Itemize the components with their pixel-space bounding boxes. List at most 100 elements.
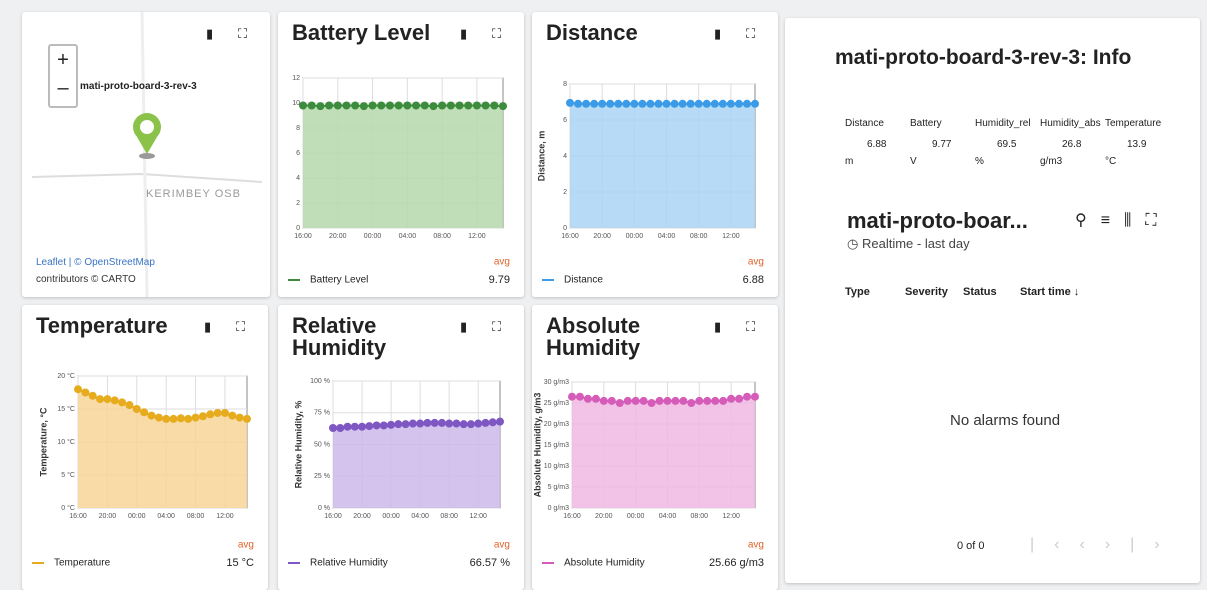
- point: [447, 102, 455, 110]
- x-tick-label: 08:00: [433, 233, 451, 240]
- alarm-toolbar[interactable]: ⚲≡⫼⛶: [1075, 210, 1171, 230]
- zoom-in[interactable]: +: [50, 46, 76, 74]
- y-tick-label: 5 g/m3: [548, 484, 570, 491]
- alarms-title: mati-proto-boar...: [847, 208, 1028, 234]
- info-column: Humidity_abs26.8g/m3: [1040, 118, 1104, 167]
- timewindow[interactable]: ◷ Realtime - last day: [847, 236, 970, 252]
- point: [438, 102, 446, 110]
- fullscreen-icon[interactable]: ⛶: [238, 26, 247, 42]
- point: [566, 99, 574, 107]
- legend-name: Distance: [564, 275, 603, 286]
- point: [243, 415, 251, 423]
- dashboard: +– mati-proto-board-3-rev-3 KERIMBEY OSB…: [0, 0, 1207, 589]
- point: [671, 397, 679, 405]
- point: [125, 401, 133, 409]
- pagination: 0 of 0: [957, 540, 985, 552]
- x-tick-label: 00:00: [364, 233, 382, 240]
- y-tick-label: 4: [563, 153, 567, 160]
- column-header: Start time ↓: [1020, 286, 1079, 298]
- point: [574, 100, 582, 108]
- info-header: Distance: [845, 118, 909, 129]
- x-tick-label: 12:00: [468, 233, 486, 240]
- y-axis-title: Relative Humidity, %: [293, 401, 303, 489]
- point: [640, 397, 648, 405]
- point: [111, 396, 119, 404]
- y-tick-label: 10 °C: [57, 438, 75, 446]
- attribution[interactable]: Leaflet | © OpenStreetMap: [36, 257, 155, 268]
- point: [438, 419, 446, 427]
- point: [416, 420, 424, 428]
- info-title: mati-proto-board-3-rev-3: Info: [835, 46, 1131, 70]
- point: [214, 409, 222, 417]
- point: [598, 100, 606, 108]
- zoom-out[interactable]: –: [50, 74, 76, 102]
- point: [646, 100, 654, 108]
- y-tick-label: 4: [296, 175, 300, 182]
- point: [206, 410, 214, 418]
- point: [606, 100, 614, 108]
- avg-caption: avg: [494, 540, 510, 551]
- point: [474, 420, 482, 428]
- x-tick-label: 12:00: [469, 513, 487, 520]
- area: [333, 422, 500, 508]
- marker-label: mati-proto-board-3-rev-3: [80, 81, 197, 92]
- chart-card: Battery Level▮⛶02468101216:0020:0000:000…: [278, 12, 524, 297]
- point: [308, 102, 316, 110]
- point: [751, 100, 759, 108]
- point: [482, 102, 490, 110]
- x-tick-label: 20:00: [593, 233, 611, 240]
- chart-card: Temperature▮⛶0 °C5 °C10 °C15 °C20 °C16:0…: [22, 305, 268, 590]
- point: [568, 393, 576, 401]
- point: [140, 408, 148, 416]
- export-icon[interactable]: ▮: [206, 26, 213, 42]
- point: [360, 102, 368, 110]
- avg-value: 9.79: [489, 274, 510, 286]
- y-tick-label: 12: [292, 75, 300, 82]
- info-column: Humidity_rel69.5%: [975, 118, 1039, 167]
- x-tick-label: 16:00: [69, 513, 87, 520]
- info-table: Distance6.88mBattery9.77VHumidity_rel69.…: [845, 118, 1175, 178]
- avg-caption: avg: [748, 540, 764, 551]
- point: [316, 102, 324, 110]
- y-tick-label: 0 °C: [61, 504, 75, 512]
- point: [632, 397, 640, 405]
- info-column: Battery9.77V: [910, 118, 974, 167]
- point: [489, 418, 497, 426]
- point: [409, 420, 417, 428]
- point: [630, 100, 638, 108]
- point: [679, 100, 687, 108]
- x-tick-label: 04:00: [659, 513, 677, 520]
- point: [170, 415, 178, 423]
- x-tick-label: 16:00: [294, 233, 312, 240]
- avg-caption: avg: [494, 257, 510, 268]
- point: [118, 398, 126, 406]
- point: [162, 415, 170, 423]
- point: [133, 405, 141, 413]
- point: [403, 102, 411, 110]
- point: [473, 102, 481, 110]
- y-tick-label: 100 %: [310, 378, 330, 385]
- point: [334, 102, 342, 110]
- point: [582, 100, 590, 108]
- point: [663, 100, 671, 108]
- attribution[interactable]: contributors © CARTO: [36, 274, 136, 285]
- point: [395, 102, 403, 110]
- point: [727, 100, 735, 108]
- point: [221, 409, 229, 417]
- point: [638, 100, 646, 108]
- area: [570, 103, 755, 228]
- avg-value: 66.57 %: [470, 557, 511, 569]
- point: [600, 397, 608, 405]
- legend-name: Battery Level: [310, 275, 368, 286]
- point: [377, 102, 385, 110]
- y-tick-label: 10: [292, 100, 300, 107]
- legend-name: Absolute Humidity: [564, 558, 645, 569]
- y-tick-label: 20 °C: [57, 372, 75, 380]
- info-value: 69.5: [975, 139, 1039, 150]
- pager-buttons[interactable]: |‹‹›|›: [1030, 536, 1180, 554]
- avg-value: 6.88: [743, 274, 764, 286]
- point: [236, 414, 244, 422]
- point: [103, 395, 111, 403]
- place-label: KERIMBEY OSB: [146, 188, 241, 200]
- point: [735, 395, 743, 403]
